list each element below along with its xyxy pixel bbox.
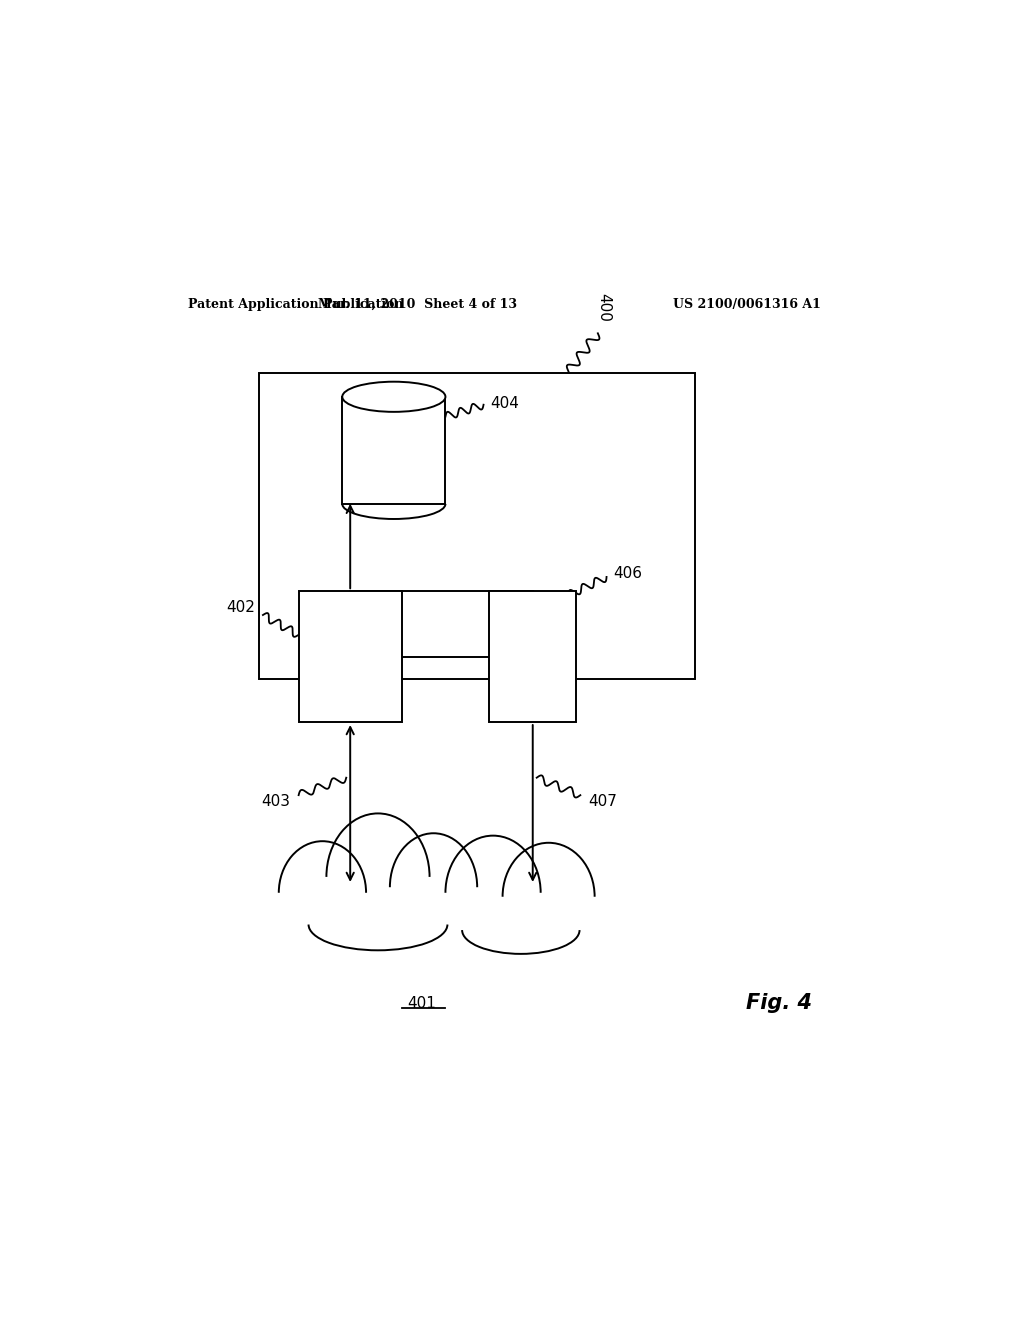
Text: 404: 404 — [489, 396, 519, 411]
Text: 402: 402 — [226, 599, 255, 615]
Ellipse shape — [342, 381, 445, 412]
Text: Patent Application Publication: Patent Application Publication — [187, 298, 403, 312]
Text: Mar. 11, 2010  Sheet 4 of 13: Mar. 11, 2010 Sheet 4 of 13 — [318, 298, 517, 312]
Text: 406: 406 — [613, 566, 642, 581]
Text: 401: 401 — [408, 995, 436, 1011]
Text: 407: 407 — [588, 795, 617, 809]
Bar — [489, 591, 577, 722]
Bar — [342, 397, 445, 504]
Text: Fig. 4: Fig. 4 — [745, 993, 812, 1012]
Bar — [299, 591, 401, 722]
Text: US 2100/0061316 A1: US 2100/0061316 A1 — [673, 298, 821, 312]
Bar — [259, 374, 695, 678]
Text: 403: 403 — [262, 795, 291, 809]
Text: 400: 400 — [597, 293, 611, 321]
